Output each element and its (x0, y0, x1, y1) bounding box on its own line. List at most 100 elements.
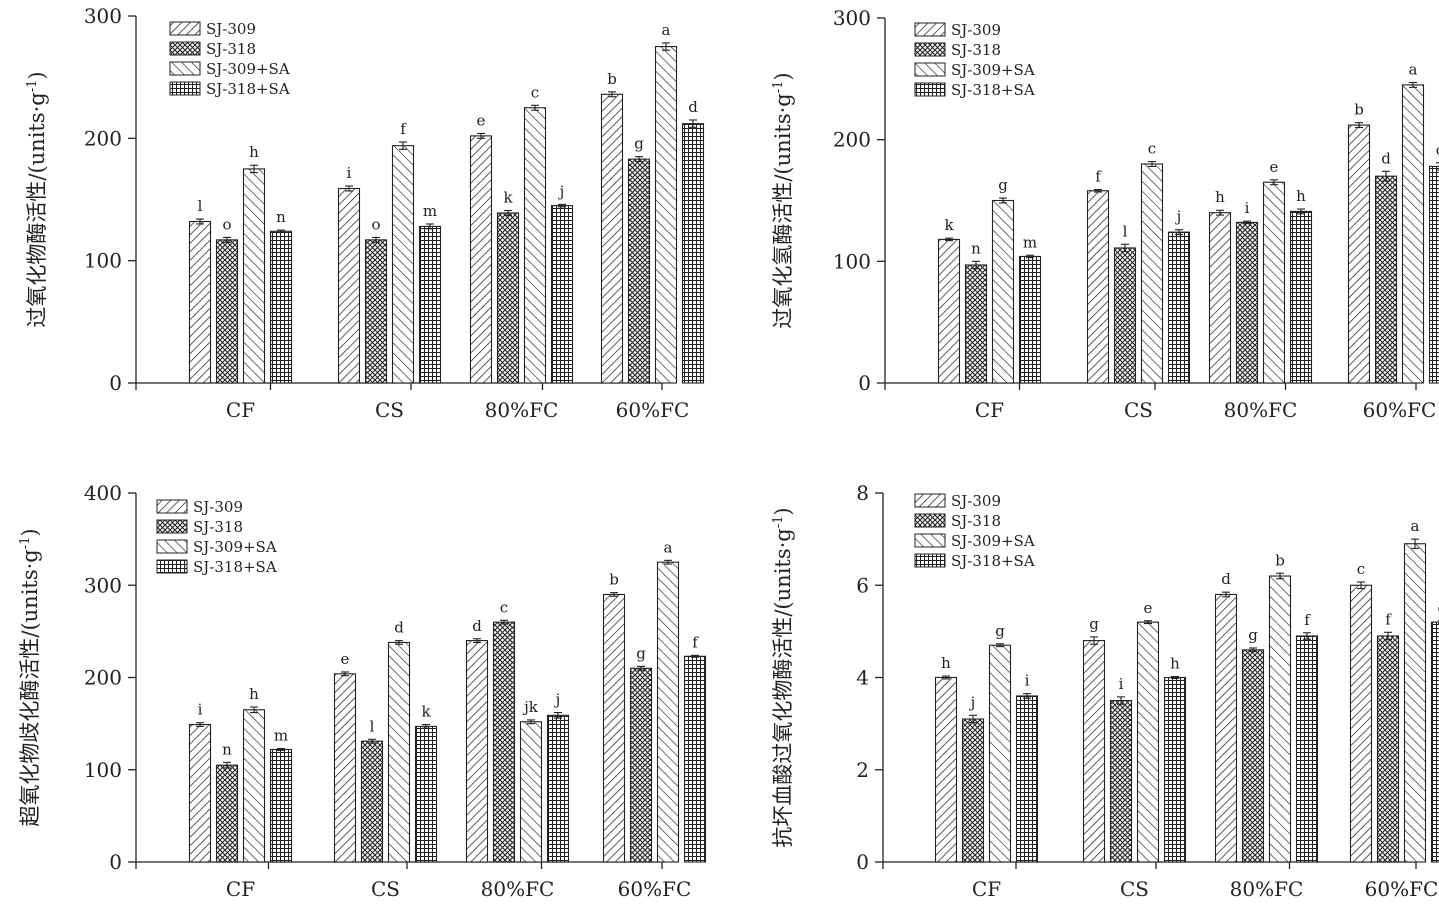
y-axis-label-unit: units·g (18, 549, 42, 622)
significance-label: m (1023, 233, 1037, 251)
legend-label: SJ-318 (193, 518, 243, 536)
significance-label: k (421, 703, 431, 721)
bar (360, 740, 384, 863)
x-category-label: 80%FC (1230, 877, 1304, 901)
bar (1235, 221, 1259, 384)
x-category-label: CS (1120, 877, 1149, 901)
significance-label: n (276, 208, 286, 226)
y-tick-label: 300 (833, 6, 871, 30)
significance-label: d (688, 98, 698, 116)
significance-label: i (1119, 675, 1124, 693)
bar (627, 158, 651, 384)
significance-label: o (222, 215, 231, 233)
significance-label: a (1411, 517, 1420, 535)
bar (492, 621, 516, 863)
y-axis-label-superscript: -1 (771, 516, 786, 529)
bar (683, 655, 707, 863)
y-tick-label: 300 (84, 573, 122, 597)
legend-label: SJ-309 (951, 21, 1001, 39)
significance-label: b (1354, 101, 1364, 119)
significance-label: f (692, 633, 699, 651)
legend-swatch (914, 82, 946, 97)
significance-label: n (222, 740, 232, 758)
legend-label: SJ-309+SA (951, 532, 1035, 550)
bar (1086, 190, 1110, 384)
legend-label: SJ-318+SA (951, 552, 1035, 570)
significance-label: i (347, 164, 352, 182)
significance-label: g (636, 644, 646, 662)
bar (242, 709, 266, 863)
bar (215, 764, 239, 863)
bar (1347, 124, 1371, 384)
significance-label: a (662, 21, 671, 39)
bar (550, 205, 574, 384)
significance-label: b (1275, 551, 1285, 569)
bar (602, 593, 626, 863)
legend-swatch (169, 81, 201, 96)
significance-label: j (1175, 208, 1182, 226)
bar (934, 676, 958, 863)
legend-label: SJ-309 (951, 492, 1001, 510)
y-axis-label: 过氧化氢酶活性/(units·g-1) (771, 72, 795, 328)
x-category-label: CF (226, 877, 255, 901)
y-tick-label: 0 (109, 371, 122, 395)
bar (1430, 621, 1439, 863)
significance-label: h (941, 654, 951, 672)
significance-label: h (249, 143, 259, 161)
significance-label: i (198, 701, 203, 719)
legend-swatch (169, 61, 201, 76)
y-axis-label-main: 过氧化氢酶活性/( (771, 166, 795, 328)
x-category-label: 80%FC (1224, 398, 1298, 422)
bar (465, 640, 489, 863)
significance-label: a (1409, 60, 1418, 78)
x-category-label: 80%FC (485, 398, 559, 422)
y-tick-label: 0 (858, 371, 871, 395)
bar (414, 725, 438, 863)
y-tick-label: 0 (109, 850, 122, 874)
significance-label: c (1357, 560, 1365, 578)
legend-swatch (156, 499, 188, 514)
y-axis-label-main: 抗坏血酸过氧化物酶活性/( (771, 601, 795, 847)
legend-swatch (914, 493, 946, 508)
significance-label: c (531, 83, 539, 101)
bar (496, 212, 520, 384)
bar (1295, 635, 1319, 863)
bar (269, 748, 293, 863)
bar (1374, 175, 1398, 384)
legend-swatch (156, 539, 188, 554)
significance-label: b (609, 571, 619, 589)
bar (1140, 163, 1164, 384)
significance-label: f (1385, 610, 1392, 628)
legend-swatch (156, 559, 188, 574)
legend-label: SJ-318 (951, 41, 1001, 59)
bar (387, 641, 411, 863)
significance-label: h (1170, 655, 1180, 673)
x-category-label: CF (226, 398, 255, 422)
y-tick-label: 2 (856, 758, 869, 782)
significance-label: e (1270, 158, 1279, 176)
x-category-label: 60%FC (618, 877, 692, 901)
significance-label: g (995, 622, 1005, 640)
bar (337, 187, 361, 384)
legend-label: SJ-309+SA (951, 61, 1035, 79)
bar (1289, 210, 1313, 384)
significance-label: l (1123, 222, 1128, 240)
significance-label: c (500, 598, 508, 616)
bar (269, 230, 293, 384)
bar (1401, 84, 1425, 384)
bar (629, 667, 653, 863)
significance-label: j (969, 693, 976, 711)
significance-label: f (1304, 611, 1311, 629)
x-category-label: 80%FC (481, 877, 555, 901)
y-tick-label: 200 (833, 128, 871, 152)
y-tick-label: 300 (84, 4, 122, 28)
x-category-label: 60%FC (1365, 877, 1439, 901)
y-axis-label: 超氧化物歧化酶活性/(units·g-1) (18, 528, 42, 826)
legend-label: SJ-318+SA (206, 80, 290, 98)
significance-label: m (423, 202, 437, 220)
significance-label: a (664, 538, 673, 556)
legend-swatch (169, 21, 201, 36)
legend-swatch (156, 519, 188, 534)
bar (1018, 255, 1042, 384)
bar (364, 239, 388, 384)
